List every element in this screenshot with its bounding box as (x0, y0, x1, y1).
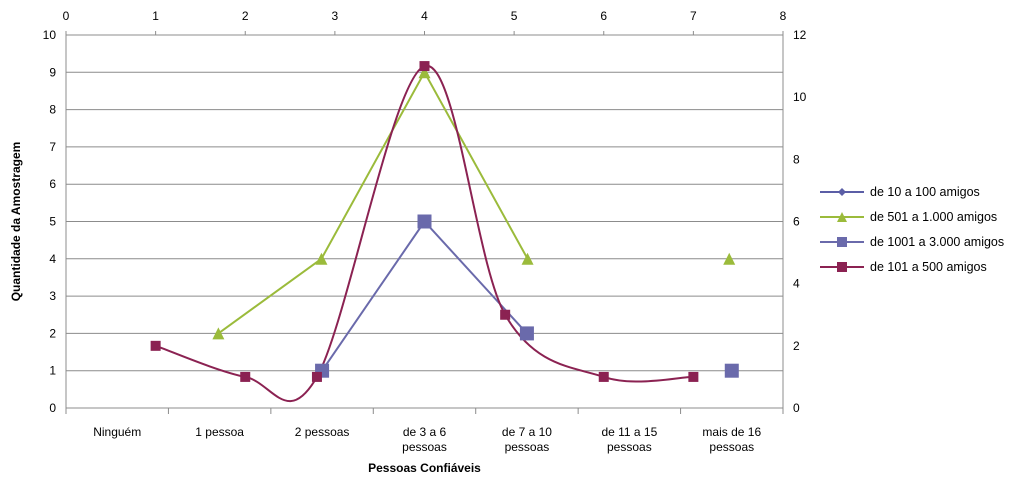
x-top-tick-label: 6 (600, 9, 607, 23)
y-right-tick-label: 6 (793, 215, 800, 229)
legend-item: de 1001 a 3.000 amigos (820, 235, 1004, 249)
x-category-label-line: de 11 a 15 (601, 425, 657, 439)
y-left-tick-label: 10 (43, 28, 57, 42)
axes (65, 31, 784, 414)
x-category-label-line: Ninguém (93, 425, 141, 439)
data-point (500, 309, 511, 320)
y-left-tick-label: 4 (49, 252, 56, 266)
y-right-tick-label: 12 (793, 28, 807, 42)
x-category-label-line: pessoas (402, 440, 447, 454)
legend-marker (837, 262, 847, 272)
x-top-tick-label: 7 (690, 9, 697, 23)
legend-item: de 10 a 100 amigos (820, 185, 980, 199)
x-top-tick-label: 4 (421, 9, 428, 23)
data-point (598, 371, 609, 382)
x-category-label-line: de 3 a 6 (403, 425, 447, 439)
x-axis-title: Pessoas Confiáveis (368, 461, 481, 475)
legend-item: de 501 a 1.000 amigos (820, 210, 997, 224)
data-point (688, 371, 699, 382)
x-category-label: Ninguém (93, 425, 141, 439)
y-left-tick-label: 5 (49, 215, 56, 229)
data-point (419, 61, 430, 72)
legend-label: de 101 a 500 amigos (870, 260, 987, 274)
x-top-tick-label: 2 (242, 9, 249, 23)
x-top-tick-label: 3 (332, 9, 339, 23)
legend-marker (838, 188, 846, 196)
x-category-label: de 11 a 15 pessoas (601, 425, 657, 454)
legend-item: de 101 a 500 amigos (820, 260, 987, 274)
x-category-label: mais de 16 pessoas (702, 425, 761, 454)
data-point (315, 252, 328, 265)
legend-label: de 1001 a 3.000 amigos (870, 235, 1004, 249)
x-category-label-line: pessoas (505, 440, 550, 454)
y-left-tick-label: 2 (49, 326, 56, 340)
y-right-tick-label: 8 (793, 152, 800, 166)
y-left-tick-label: 6 (49, 177, 56, 191)
y-axis-title: Quantidade da Amostragem (9, 142, 23, 302)
series-markers (150, 61, 739, 382)
x-category-label: 2 pessoas (295, 425, 350, 439)
legend: de 10 a 100 amigos de 501 a 1.000 amigos d… (820, 185, 1004, 274)
data-point (724, 363, 739, 378)
y-left-tick-label: 3 (49, 289, 56, 303)
data-point (521, 252, 534, 265)
x-category-label-line: 1 pessoa (195, 425, 244, 439)
data-point (417, 214, 432, 229)
data-point (519, 326, 534, 341)
y-left-tick-label: 1 (49, 364, 56, 378)
y-right-tick-label: 2 (793, 339, 800, 353)
x-category-label-line: pessoas (607, 440, 652, 454)
x-category-label-line: pessoas (709, 440, 754, 454)
x-top-tick-label: 5 (511, 9, 518, 23)
data-point (212, 327, 225, 340)
x-category-label-line: de 7 a 10 (502, 425, 552, 439)
data-point (723, 252, 736, 265)
data-point (418, 66, 431, 79)
x-top-tick-label: 1 (152, 9, 159, 23)
y-right-tick-label: 0 (793, 401, 800, 415)
data-point (311, 371, 322, 382)
y-left-tick-label: 7 (49, 140, 56, 154)
legend-marker (837, 212, 847, 222)
y-left-tick-label: 0 (49, 401, 56, 415)
x-top-tick-label: 8 (780, 9, 787, 23)
legend-label: de 10 a 100 amigos (870, 185, 980, 199)
x-category-label: de 3 a 6 pessoas (402, 425, 447, 454)
x-category-label-line: mais de 16 (702, 425, 761, 439)
series-line-1 (217, 70, 529, 335)
y-left-tick-label: 8 (49, 103, 56, 117)
x-top-tick-label: 0 (63, 9, 70, 23)
series-line-3 (155, 65, 694, 403)
x-category-label: de 7 a 10 pessoas (502, 425, 552, 454)
y-left-tick-label: 9 (49, 65, 56, 79)
x-category-label: 1 pessoa (195, 425, 244, 439)
y-right-tick-label: 10 (793, 90, 807, 104)
x-category-label-line: 2 pessoas (295, 425, 350, 439)
series-lines (155, 65, 694, 403)
legend-marker (837, 237, 847, 247)
y-right-tick-label: 4 (793, 277, 800, 291)
data-point (240, 371, 251, 382)
legend-label: de 501 a 1.000 amigos (870, 210, 997, 224)
data-point (150, 340, 161, 351)
